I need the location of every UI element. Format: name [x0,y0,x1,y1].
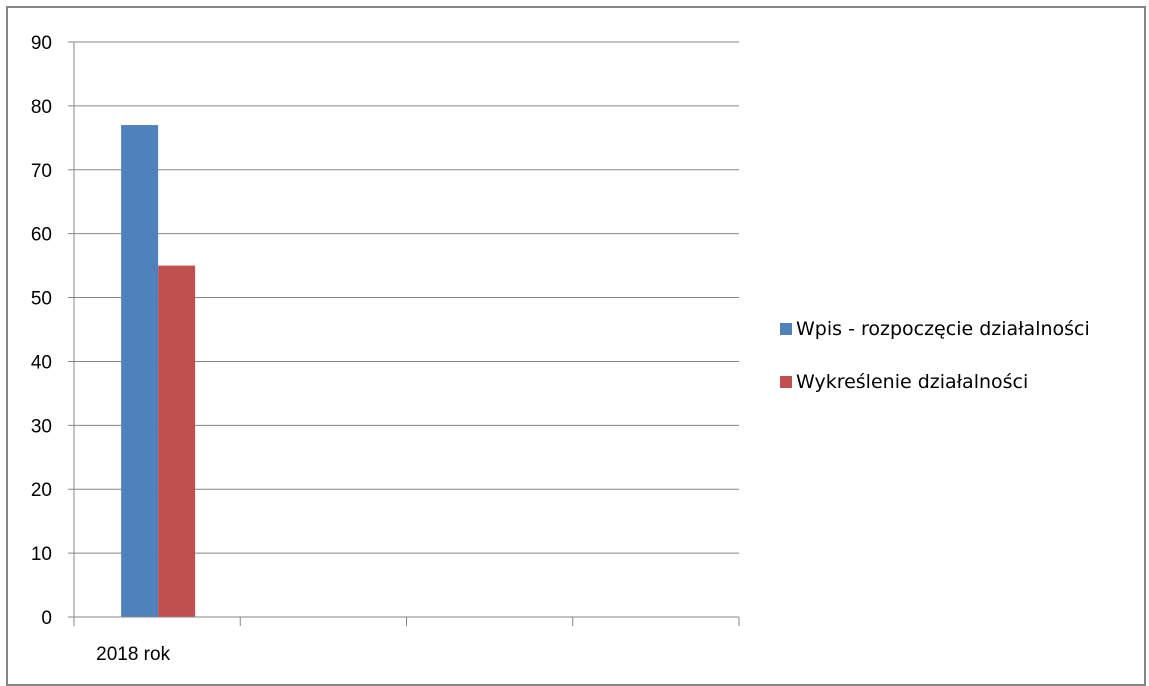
bar-series-1-1 [121,125,159,618]
y-tick-label: 60 [31,225,52,246]
y-tick-label: 50 [31,289,52,310]
x-tick-label: 2018 rok [96,644,170,665]
legend-item-series-1: Wpis - rozpoczęcie działalności [780,314,1090,344]
bar-series-2-1 [158,265,196,617]
legend-label-series-2: Wykreślenie działalności [796,371,1029,393]
y-tick-label: 80 [31,97,52,118]
legend-label-series-1: Wpis - rozpoczęcie działalności [796,318,1090,340]
y-tick-label: 40 [31,352,52,373]
y-tick-label: 20 [31,480,52,501]
y-tick-label: 0 [41,608,52,629]
chart-frame [6,6,1146,686]
y-tick-label: 70 [31,161,52,182]
y-tick-label: 30 [31,416,52,437]
legend-swatch-series-1 [780,323,792,335]
legend: Wpis - rozpoczęcie działalności Wykreśle… [780,314,1090,420]
legend-item-series-2: Wykreślenie działalności [780,367,1090,397]
y-tick-label: 90 [31,33,52,54]
legend-swatch-series-2 [780,376,792,388]
y-tick-label: 10 [31,544,52,565]
